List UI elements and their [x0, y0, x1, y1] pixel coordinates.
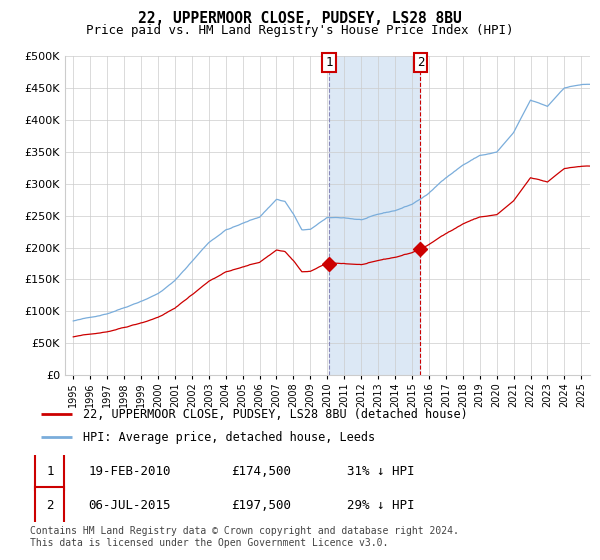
Bar [329, 56, 421, 375]
Text: Contains HM Land Registry data © Crown copyright and database right 2024.
This d: Contains HM Land Registry data © Crown c… [30, 526, 459, 548]
Text: £197,500: £197,500 [230, 498, 290, 512]
Text: 2: 2 [46, 498, 53, 512]
Text: 1: 1 [326, 56, 333, 69]
Text: Price paid vs. HM Land Registry's House Price Index (HPI): Price paid vs. HM Land Registry's House … [86, 24, 514, 36]
Text: 19-FEB-2010: 19-FEB-2010 [88, 465, 170, 478]
Bar [35, 487, 64, 524]
Text: HPI: Average price, detached house, Leeds: HPI: Average price, detached house, Leed… [83, 431, 375, 444]
Text: 2: 2 [417, 56, 424, 69]
Text: 1: 1 [46, 465, 53, 478]
Text: 22, UPPERMOOR CLOSE, PUDSEY, LS28 8BU: 22, UPPERMOOR CLOSE, PUDSEY, LS28 8BU [138, 11, 462, 26]
Text: £174,500: £174,500 [230, 465, 290, 478]
Text: 31% ↓ HPI: 31% ↓ HPI [347, 465, 415, 478]
Text: 29% ↓ HPI: 29% ↓ HPI [347, 498, 415, 512]
Text: 22, UPPERMOOR CLOSE, PUDSEY, LS28 8BU (detached house): 22, UPPERMOOR CLOSE, PUDSEY, LS28 8BU (d… [83, 408, 467, 421]
Bar [35, 453, 64, 490]
Text: 06-JUL-2015: 06-JUL-2015 [88, 498, 170, 512]
